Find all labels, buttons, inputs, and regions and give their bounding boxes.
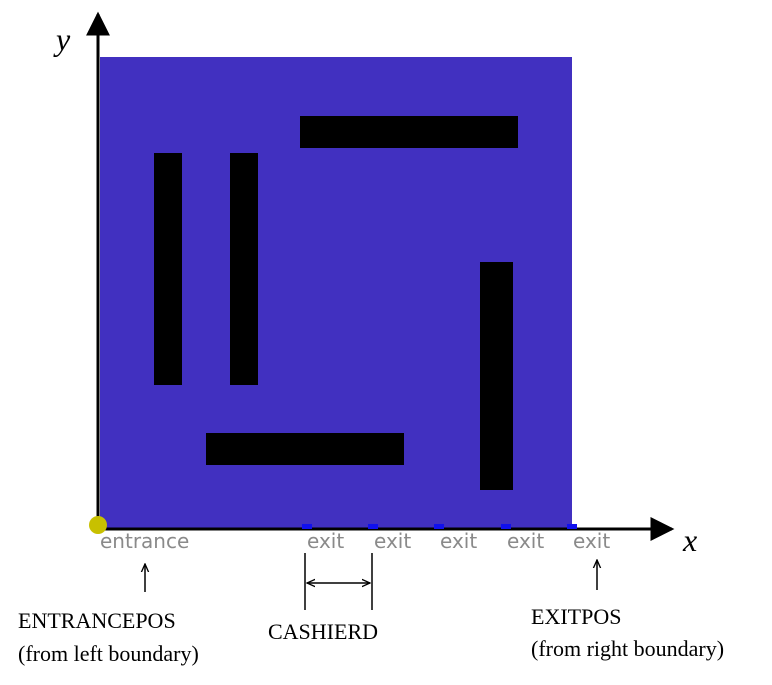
exit-marker	[501, 524, 511, 529]
exit-marker	[567, 524, 577, 529]
exit-label: exit	[440, 529, 477, 553]
x-axis-label: x	[682, 522, 697, 558]
shelf-left-2	[230, 153, 258, 385]
exit-label: exit	[374, 529, 411, 553]
cashier-d-title: CASHIERD	[268, 619, 378, 644]
exit-label: exit	[307, 529, 344, 553]
shelf-right	[480, 262, 513, 490]
exit-pos-subtitle: (from right boundary)	[531, 636, 724, 661]
exit-label: exit	[507, 529, 544, 553]
y-axis-label: y	[53, 21, 71, 57]
exit-marker	[368, 524, 378, 529]
entrance-marker	[89, 516, 107, 534]
exit-marker	[434, 524, 444, 529]
exit-label: exit	[573, 529, 610, 553]
exit-pos-title: EXITPOS	[531, 604, 621, 629]
entrance-label: entrance	[100, 529, 189, 553]
shelf-left-1	[154, 153, 182, 385]
entrance-pos-title: ENTRANCEPOS	[18, 608, 176, 633]
entrance-pos-subtitle: (from left boundary)	[18, 641, 199, 666]
shelf-bottom	[206, 433, 404, 465]
exit-marker	[302, 524, 312, 529]
shelf-top	[300, 116, 518, 148]
